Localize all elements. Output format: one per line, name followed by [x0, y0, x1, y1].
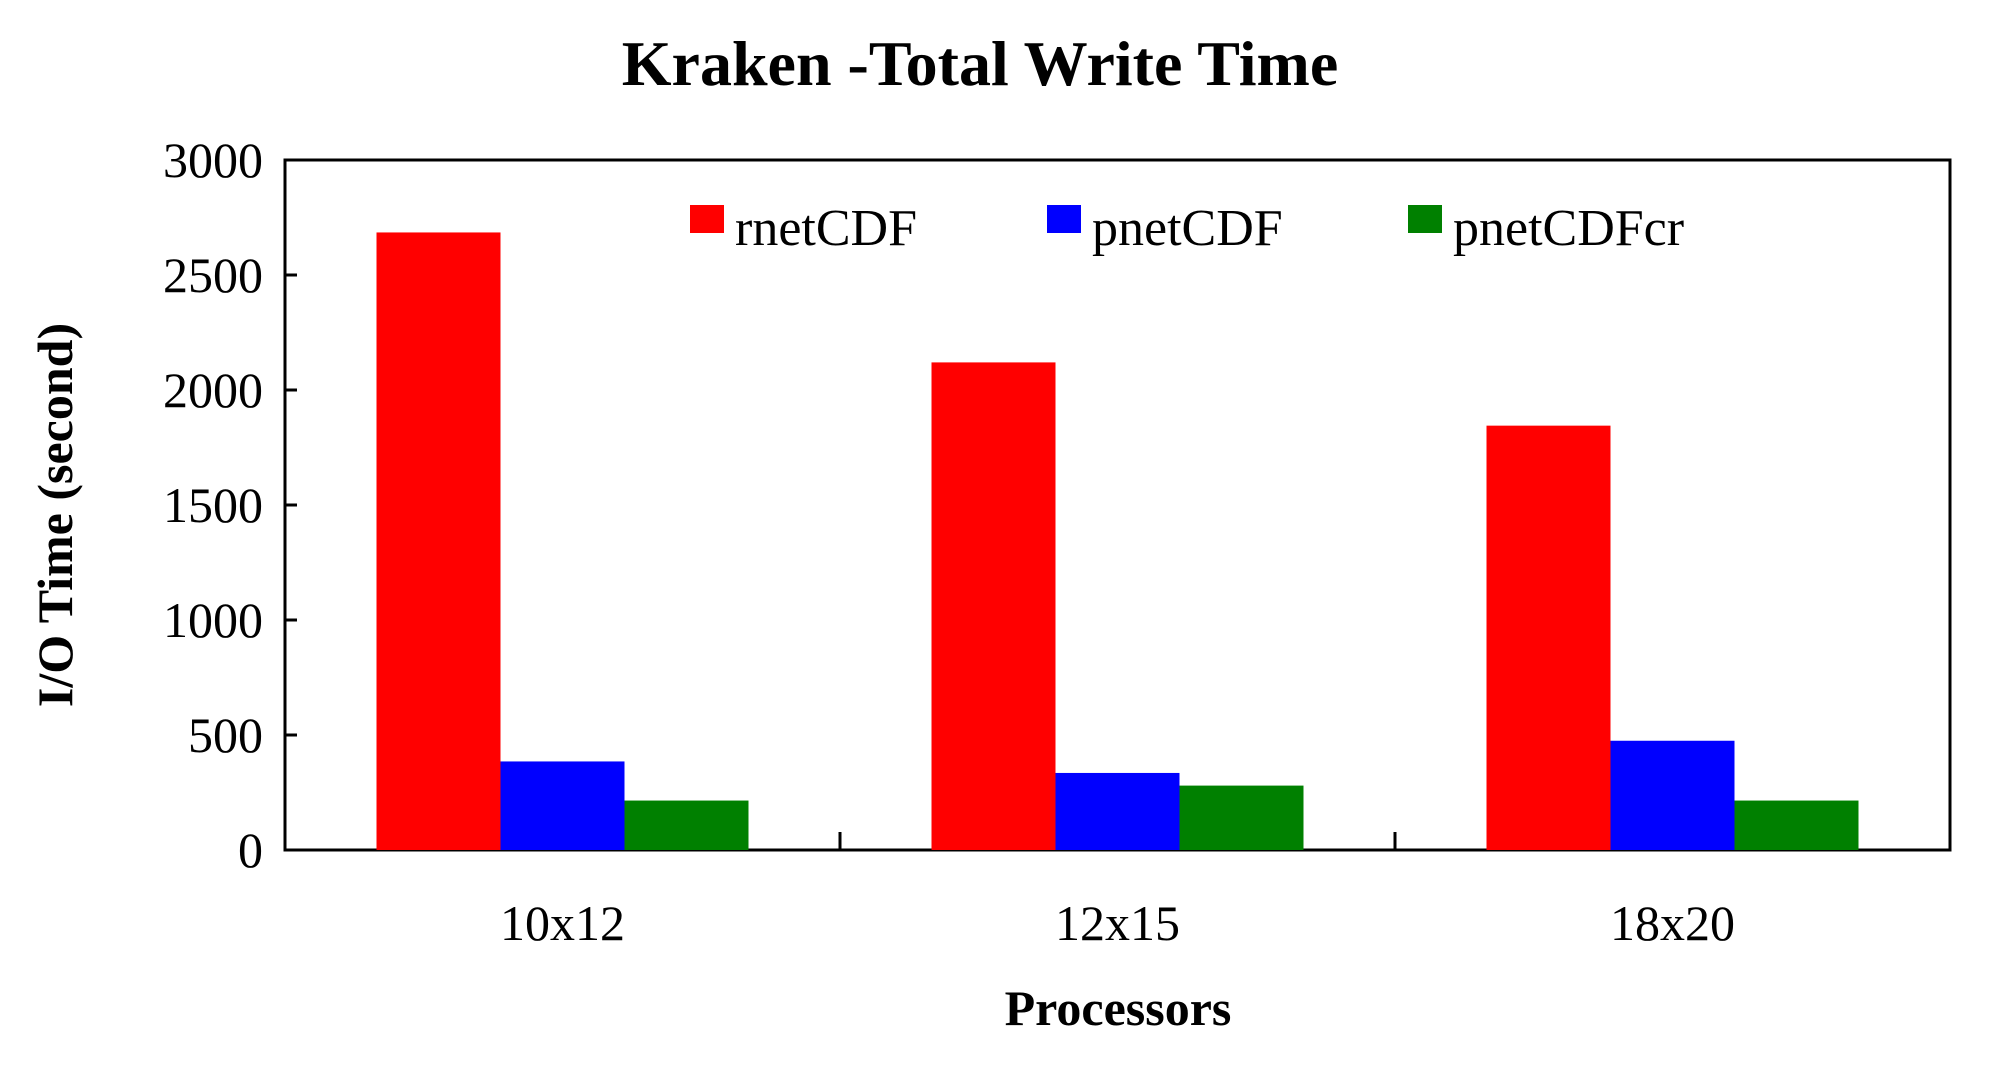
y-tick-label: 500: [188, 707, 263, 763]
bar-pnetcdf-10x12: [500, 761, 625, 850]
legend-swatch-pnetcdf: [1047, 205, 1081, 233]
x-axis-label: Processors: [1005, 980, 1232, 1036]
chart-title: Kraken -Total Write Time: [622, 28, 1338, 99]
x-tick-label: 18x20: [1610, 895, 1735, 951]
bar-pnetcdfcr-10x12: [624, 800, 749, 850]
legend-label-pnetcdfcr: pnetCDFcr: [1453, 200, 1684, 257]
bar-pnetcdfcr-18x20: [1734, 800, 1859, 850]
x-tick-label: 10x12: [500, 895, 625, 951]
legend-label-pnetcdf: pnetCDF: [1092, 200, 1283, 257]
y-tick-label: 1000: [163, 592, 263, 648]
y-axis: 0 500 1000 1500 2000 2500 3000: [163, 132, 297, 878]
legend: rnetCDF pnetCDF pnetCDFcr: [690, 200, 1684, 257]
legend-swatch-pnetcdfcr: [1408, 205, 1442, 233]
legend-label-rnetcdf: rnetCDF: [735, 200, 917, 257]
bar-rnetcdf-10x12: [376, 232, 501, 850]
bars: [376, 232, 1859, 850]
x-axis: 10x12 12x15 18x20: [500, 832, 1735, 951]
bar-pnetcdf-12x15: [1055, 772, 1180, 850]
y-axis-label: I/O Time (second): [27, 323, 83, 707]
y-tick-label: 1500: [163, 477, 263, 533]
legend-swatch-rnetcdf: [690, 205, 724, 233]
x-tick-label: 12x15: [1055, 895, 1180, 951]
y-tick-label: 2000: [163, 362, 263, 418]
y-tick-label: 2500: [163, 247, 263, 303]
y-tick-label: 3000: [163, 132, 263, 188]
bar-pnetcdf-18x20: [1610, 740, 1735, 850]
bar-rnetcdf-12x15: [931, 362, 1056, 850]
y-tick-label: 0: [238, 822, 263, 878]
bar-rnetcdf-18x20: [1486, 425, 1611, 850]
bar-pnetcdfcr-12x15: [1179, 785, 1304, 850]
